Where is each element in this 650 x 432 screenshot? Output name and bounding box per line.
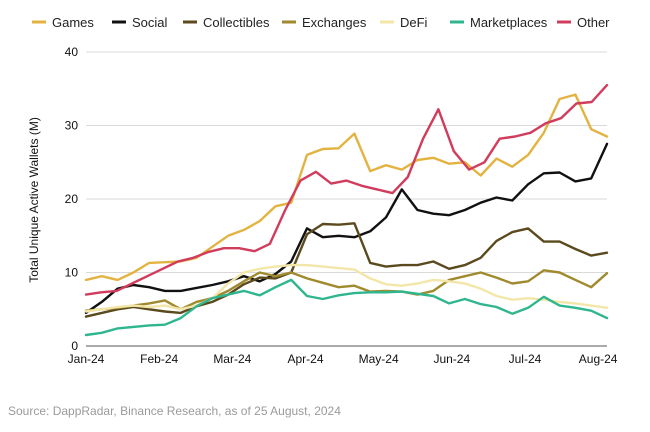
y-tick-label: 30	[65, 119, 79, 133]
legend-label-defi: DeFi	[400, 15, 428, 30]
x-axis: Jan-24 Feb-24 Mar-24 Apr-24 May-24 Jun-24 Jul-…	[68, 352, 618, 366]
legend-label-exchanges: Exchanges	[302, 15, 367, 30]
legend-label-other: Other	[577, 15, 610, 30]
series-line-social	[84, 142, 609, 315]
series-layer	[84, 83, 609, 337]
legend-label-collectibles: Collectibles	[203, 15, 270, 30]
source-note: Source: DappRadar, Binance Research, as …	[8, 404, 341, 418]
legend-label-marketplaces: Marketplaces	[470, 15, 548, 30]
y-tick-label: 0	[71, 339, 78, 353]
legend-label-games: Games	[52, 15, 94, 30]
x-tick-label: Jun-24	[433, 352, 470, 366]
y-tick-label: 10	[65, 266, 79, 280]
y-axis-label: Total Unique Active Wallets (M)	[27, 117, 41, 283]
x-tick-label: May-24	[359, 352, 399, 366]
series-line-games	[84, 93, 609, 282]
gridlines	[86, 51, 607, 347]
y-tick-label: 20	[65, 192, 79, 206]
x-tick-label: Aug-24	[579, 352, 618, 366]
legend-label-social: Social	[132, 15, 168, 30]
x-tick-label: Apr-24	[287, 352, 323, 366]
y-tick-label: 40	[65, 45, 79, 59]
x-tick-label: Jul-24	[509, 352, 542, 366]
legend: Games Social Collectibles Exchanges DeFi Mark…	[32, 15, 610, 30]
series-line-collectibles	[84, 222, 609, 318]
series-line-defi	[84, 263, 609, 313]
x-tick-label: Mar-24	[213, 352, 251, 366]
x-tick-label: Feb-24	[140, 352, 178, 366]
x-tick-label: Jan-24	[68, 352, 105, 366]
series-line-marketplaces	[84, 278, 609, 337]
y-axis: 0 10 20 30 40	[65, 45, 79, 353]
series-line-exchanges	[84, 269, 609, 312]
series-line-other	[84, 83, 609, 296]
